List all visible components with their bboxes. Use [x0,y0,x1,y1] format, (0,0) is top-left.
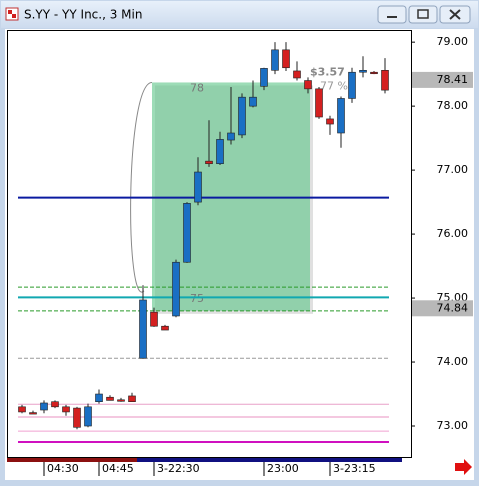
app-icon-part [12,14,16,18]
candle-body [293,70,301,79]
candle-body [95,393,103,403]
measure-arc [130,81,153,293]
x-tick-label: 3-22:30 [157,462,200,475]
price-marker [412,300,473,317]
candle-body [359,70,367,73]
candle-body [161,325,169,331]
candle-body [348,71,356,99]
candle-body [51,401,59,408]
window-title: S.YY - YY Inc., 3 Min [24,8,142,22]
y-tick-label: 79.00 [437,35,469,48]
time-bar-past [7,458,137,462]
candle-body [62,406,70,413]
candle-body [18,406,26,413]
x-tick-label: 3-23:15 [333,462,376,475]
y-tick-label: 78.00 [437,99,469,112]
y-tick-label: 74.00 [437,355,469,368]
x-tick-label: 04:30 [47,462,79,475]
candle-body [183,203,191,263]
measure-top-label: 78 [190,81,204,94]
candle-body [172,261,180,317]
candle-body [227,132,235,141]
x-tick-label: 23:00 [267,462,299,475]
candle-body [381,70,389,91]
app-icon-part [8,10,12,14]
maximize-icon [417,9,429,19]
candle-body [337,98,345,134]
close-icon [449,9,461,20]
minimize-button[interactable] [377,5,407,24]
y-tick-label: 77.00 [437,163,469,176]
scroll-arrow[interactable] [455,459,472,475]
price-marker-label: 74.84 [437,301,469,314]
candle-body [205,160,213,165]
time-bar [137,458,402,462]
candle-body [128,395,136,403]
candle-body [304,80,312,90]
x-tick-label: 04:45 [102,462,134,475]
candle-body [84,406,92,427]
candle-body [150,311,158,327]
maximize-button[interactable] [408,5,438,24]
candle-body [106,396,114,401]
candle-body [260,68,268,87]
price-marker [412,71,473,88]
candle-body [194,171,202,203]
candle-body [326,118,334,125]
candle-body [73,407,81,428]
price-marker-label: 78.41 [437,73,469,86]
measure-change: $3.57 [310,65,345,78]
candle-body [40,402,48,411]
candle-body [238,96,246,136]
candle-body [271,49,279,71]
candle-body [282,49,290,69]
candle-body [117,399,125,402]
candle-body [315,88,323,118]
candle-body [216,139,224,165]
candle-body [29,412,37,415]
candle-body [370,71,378,75]
y-tick-label: 76.00 [437,227,469,240]
measure-percent: 77 % [320,79,348,92]
candle-body [249,96,257,107]
y-tick-label: 73.00 [437,419,469,432]
candle-body [139,299,147,359]
